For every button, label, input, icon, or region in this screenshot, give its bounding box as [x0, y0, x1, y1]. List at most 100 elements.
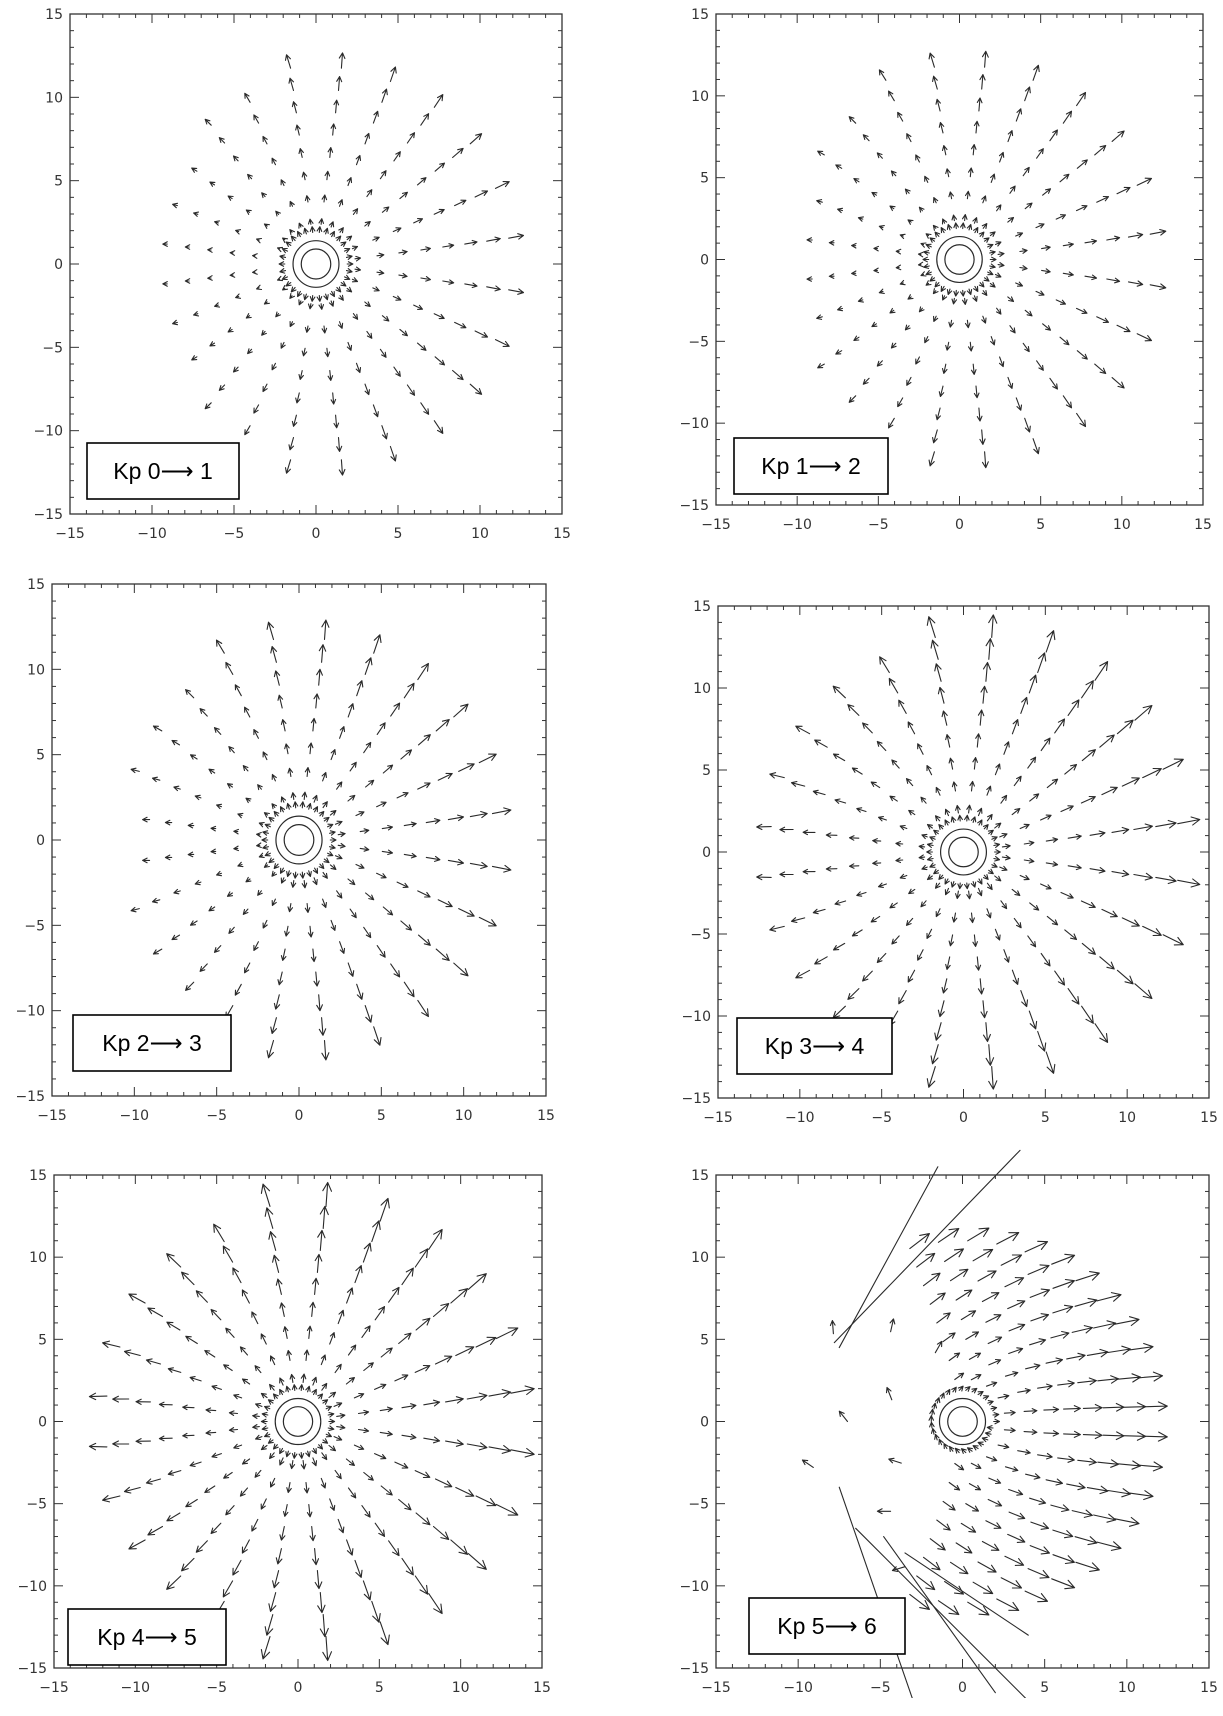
flow-arrow — [973, 385, 980, 399]
flow-arrow — [257, 784, 263, 791]
flow-arrow — [814, 739, 828, 748]
flow-arrow — [876, 740, 887, 752]
flow-arrow — [1077, 1377, 1097, 1386]
flow-arrow — [349, 908, 357, 919]
flow-arrow — [998, 151, 1005, 163]
flow-arrow — [366, 330, 373, 339]
flow-arrow — [1019, 874, 1030, 881]
flow-arrow — [318, 218, 325, 225]
flow-arrow — [1076, 91, 1087, 107]
flow-arrow — [229, 250, 236, 256]
flow-arrow — [307, 218, 314, 225]
flow-arrow — [851, 242, 857, 249]
flow-arrow — [182, 1432, 195, 1439]
flow-arrow — [1055, 214, 1067, 220]
flow-arrow — [269, 1452, 275, 1460]
flow-arrow — [977, 1441, 984, 1447]
flow-arrow — [280, 179, 286, 187]
flow-arrow — [1013, 917, 1022, 929]
flow-arrow — [166, 1575, 182, 1590]
flow-arrow — [1008, 1323, 1026, 1332]
y-tick-label: −10 — [33, 424, 63, 440]
flow-arrow — [323, 857, 330, 864]
flow-arrow — [1022, 166, 1030, 177]
flow-arrow — [1067, 864, 1082, 871]
flow-arrow — [291, 1384, 298, 1391]
flow-arrow — [264, 1432, 271, 1438]
arrow-field — [162, 52, 525, 476]
flow-arrow — [904, 324, 911, 331]
flow-arrow — [167, 1367, 182, 1373]
flow-arrow — [837, 305, 844, 312]
arrow-field — [806, 50, 1167, 469]
flow-arrow — [478, 753, 497, 764]
flow-arrow — [379, 1621, 390, 1646]
flow-arrow — [233, 1443, 243, 1450]
flow-arrow — [275, 311, 281, 318]
flow-arrow — [1028, 674, 1038, 694]
flow-arrow — [997, 251, 1005, 257]
flow-arrow — [1137, 1461, 1164, 1472]
flow-arrow — [305, 1450, 311, 1458]
flow-arrow — [1089, 867, 1106, 874]
flow-arrow — [280, 948, 287, 961]
flow-arrow — [232, 366, 239, 373]
flow-arrow — [994, 875, 1002, 882]
flow-arrow — [416, 342, 427, 351]
flow-arrow — [389, 66, 397, 83]
flow-arrow — [270, 1017, 278, 1035]
flow-arrow — [303, 1349, 310, 1361]
y-tick-label: −10 — [681, 1009, 711, 1025]
flow-arrow — [382, 764, 394, 774]
flow-arrow — [932, 224, 939, 231]
flow-arrow — [312, 1548, 320, 1566]
flow-arrow — [282, 284, 289, 291]
flow-arrow — [336, 76, 343, 92]
flow-arrow — [1036, 148, 1044, 159]
flow-arrow — [406, 132, 416, 144]
flow-arrow — [261, 837, 269, 843]
flow-arrow — [1007, 376, 1014, 389]
flow-arrow — [1133, 823, 1153, 832]
flow-arrow — [977, 819, 983, 826]
x-tick-label: 15 — [553, 526, 571, 542]
flow-arrow — [926, 928, 933, 939]
flow-arrow — [871, 321, 878, 328]
flow-arrow — [314, 1253, 323, 1273]
flow-arrow — [917, 261, 924, 268]
flow-arrow — [1081, 1005, 1094, 1024]
flow-arrow — [338, 52, 346, 69]
flow-arrow — [889, 205, 896, 212]
flow-arrow — [327, 1425, 335, 1432]
flow-arrow — [311, 1388, 317, 1396]
flow-arrow — [263, 223, 270, 229]
flow-arrow — [486, 236, 501, 243]
x-tick-label: −10 — [120, 1108, 150, 1124]
flow-arrow — [464, 282, 478, 289]
flow-arrow — [258, 822, 265, 828]
flow-arrow — [371, 1600, 381, 1623]
streamline — [855, 1527, 1027, 1698]
flow-arrow — [311, 1376, 318, 1386]
flow-arrow — [318, 303, 325, 310]
flow-arrow — [922, 1556, 941, 1571]
flow-arrow — [1133, 872, 1153, 881]
flow-arrow — [244, 92, 251, 103]
flow-arrow — [372, 110, 379, 124]
y-tick-label: 10 — [691, 1250, 709, 1266]
flow-arrow — [193, 311, 200, 317]
flow-arrow — [816, 314, 823, 320]
flow-arrow — [337, 842, 346, 849]
flow-arrow — [301, 880, 308, 889]
flow-arrow — [989, 250, 996, 256]
flow-arrow — [312, 806, 319, 813]
flow-arrow — [356, 680, 364, 697]
flow-arrow — [164, 819, 173, 826]
flow-arrow — [417, 782, 431, 790]
flow-arrow — [354, 1265, 363, 1284]
flow-arrow — [1029, 793, 1040, 802]
flow-arrow — [233, 1393, 243, 1400]
plot-frame — [715, 13, 1204, 506]
flow-arrow — [1024, 417, 1031, 433]
flow-arrow — [300, 1373, 307, 1383]
